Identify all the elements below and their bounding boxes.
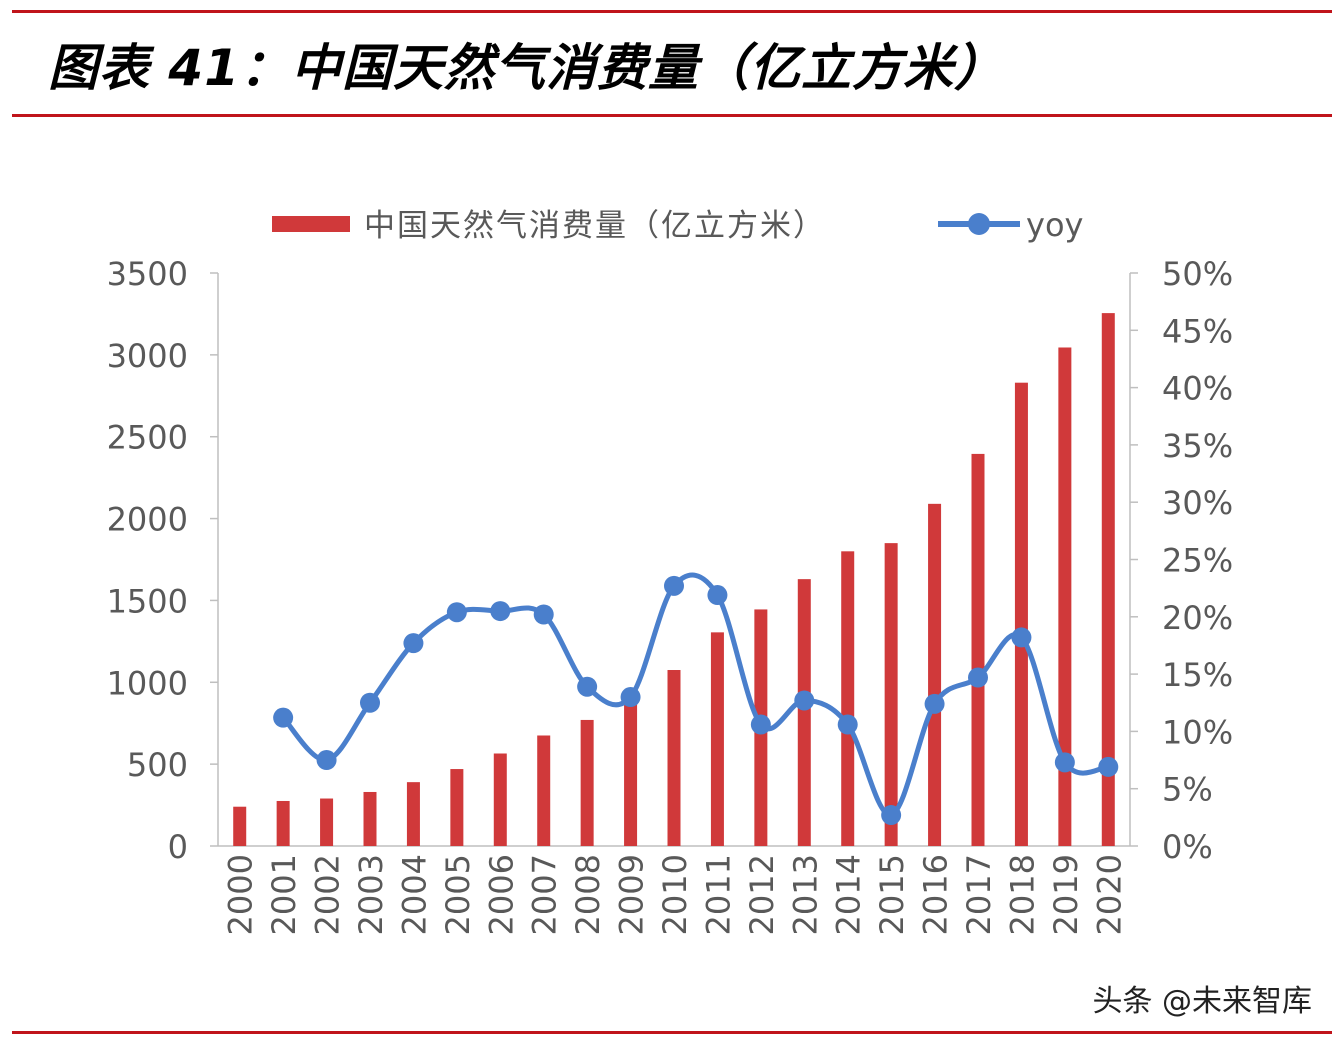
left-tick-label: 2000 (107, 501, 188, 539)
yoy-point (577, 676, 598, 697)
title-rule (12, 114, 1332, 117)
yoy-point (837, 714, 858, 735)
bar (667, 670, 681, 846)
x-tick-label: 2006 (482, 854, 520, 935)
x-tick-label: 2013 (786, 854, 824, 935)
right-tick-label: 40% (1162, 370, 1233, 408)
x-tick-label: 2018 (1003, 854, 1041, 935)
yoy-point (273, 707, 294, 728)
yoy-point (360, 692, 380, 713)
bar (363, 791, 377, 846)
yoy-point (446, 602, 467, 623)
x-tick-label: 2004 (395, 854, 433, 935)
x-tick-label: 2003 (352, 854, 390, 935)
x-tick-label: 2007 (526, 854, 564, 935)
yoy-point (490, 601, 511, 622)
x-tick-label: 2000 (222, 854, 260, 935)
x-tick-label: 2017 (960, 854, 998, 935)
bar (537, 735, 551, 846)
bar (1058, 347, 1072, 846)
bar (276, 800, 290, 846)
right-tick-label: 20% (1162, 599, 1233, 637)
x-tick-label: 2016 (917, 854, 955, 935)
yoy-point (881, 805, 902, 826)
yoy-point (750, 714, 771, 735)
legend-bar-swatch (272, 216, 350, 232)
yoy-point (924, 693, 945, 714)
x-tick-label: 2011 (699, 854, 737, 935)
x-tick-label: 2008 (569, 854, 607, 935)
right-tick-label: 0% (1162, 828, 1213, 866)
left-tick-label: 3500 (107, 255, 188, 293)
left-tick-label: 1500 (107, 582, 188, 620)
right-tick-label: 10% (1162, 713, 1233, 751)
x-tick-label: 2019 (1047, 854, 1085, 935)
right-tick-label: 15% (1162, 656, 1233, 694)
bar (971, 453, 985, 846)
right-tick-label: 50% (1162, 255, 1233, 293)
right-tick-label: 45% (1162, 312, 1233, 350)
x-tick-label: 2002 (309, 854, 347, 935)
x-tick-label: 2001 (265, 854, 303, 935)
yoy-line (281, 572, 1109, 818)
left-tick-label: 0 (168, 828, 188, 866)
right-tick-label: 5% (1162, 771, 1213, 809)
bar (884, 543, 898, 846)
x-tick-label: 2009 (613, 854, 651, 935)
legend-bar-label: 中国天然气消费量（亿立方米） (364, 208, 826, 244)
bar (710, 632, 724, 846)
bar (320, 798, 334, 846)
watermark: 头条 @未来智库 (1092, 984, 1312, 1019)
legend-line-label: yoy (1026, 206, 1083, 244)
yoy-point (664, 575, 684, 596)
bar (1014, 382, 1028, 846)
left-tick-label: 2500 (107, 419, 188, 457)
bar (450, 769, 464, 846)
bottom-rule (12, 1031, 1332, 1034)
bar (1101, 313, 1115, 846)
chart-title: 图表 41：中国天然气消费量（亿立方米） (48, 39, 1005, 97)
yoy-point (403, 633, 424, 654)
yoy-point (316, 750, 337, 771)
yoy-point (1054, 752, 1075, 773)
x-tick-label: 2012 (743, 854, 781, 935)
right-tick-label: 25% (1162, 542, 1233, 580)
bar (928, 503, 942, 846)
bar (624, 700, 638, 846)
x-tick-label: 2010 (656, 854, 694, 935)
bar (233, 806, 247, 846)
yoy-point (968, 667, 988, 688)
x-tick-label: 2020 (1090, 854, 1128, 935)
x-tick-label: 2005 (439, 854, 477, 935)
left-tick-label: 3000 (107, 337, 188, 375)
yoy-point (533, 604, 554, 625)
left-tick-label: 1000 (107, 664, 188, 702)
right-tick-label: 30% (1162, 484, 1233, 522)
yoy-point (1098, 756, 1119, 777)
legend-line-marker (968, 213, 990, 235)
top-rule (12, 10, 1332, 13)
bar (841, 551, 855, 846)
x-tick-label: 2014 (830, 854, 868, 935)
bar (493, 753, 507, 846)
yoy-point (620, 687, 641, 708)
bar (797, 579, 811, 846)
bar (406, 782, 420, 846)
right-tick-label: 35% (1162, 427, 1233, 465)
left-tick-label: 500 (127, 746, 188, 784)
yoy-point (707, 585, 728, 606)
x-tick-label: 2015 (873, 854, 911, 935)
yoy-point (794, 690, 815, 711)
chart-svg: 0 500 1000 1500 2000 2500 3000 3500 0% 5% 10% 15% 20… (107, 206, 1234, 935)
bar (580, 719, 594, 846)
yoy-point (1011, 627, 1032, 648)
